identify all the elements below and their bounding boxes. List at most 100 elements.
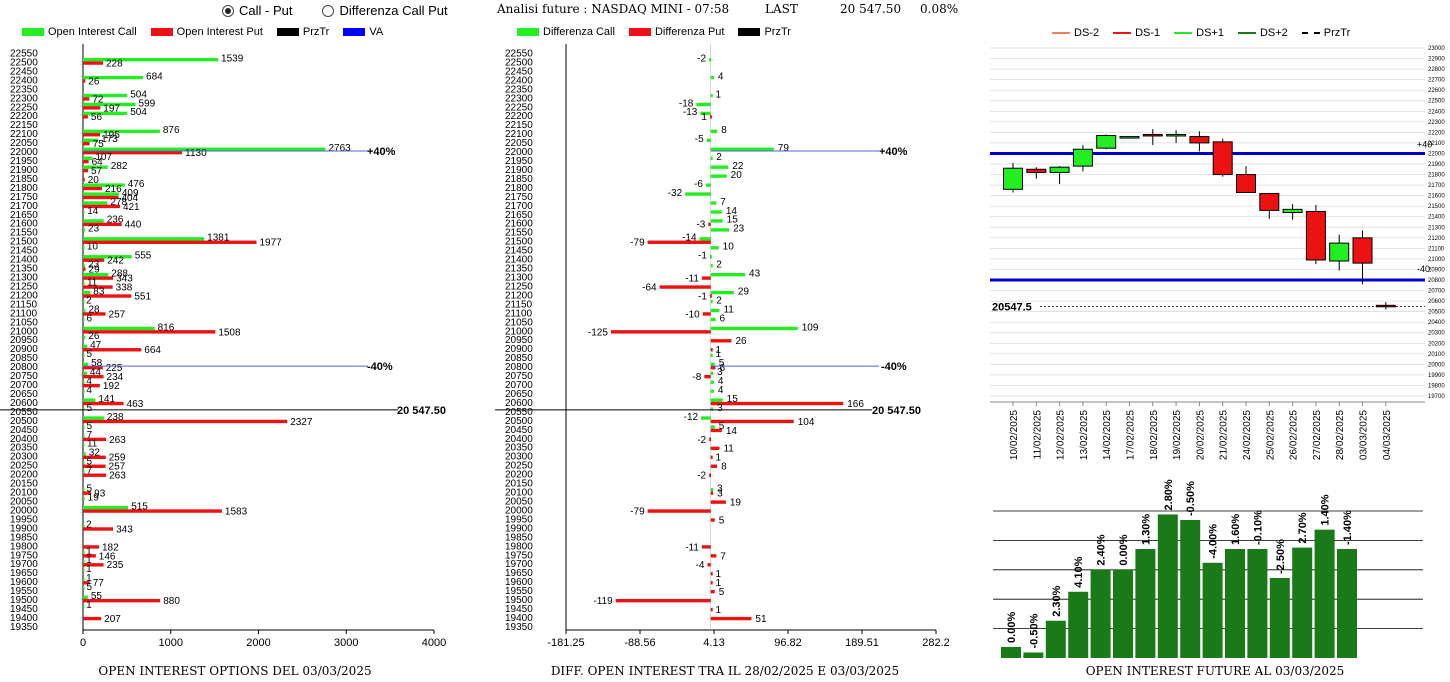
radio-differenza[interactable]: Differenza Call Put [322,3,448,18]
call-bar [83,147,326,151]
date-label: 03/03/2025 [1359,410,1370,460]
call-bar [83,586,85,590]
diff-put-bar [710,366,716,370]
radio-call-put-label[interactable]: Call - Put [239,3,293,18]
y-tick-label: 22200 [1428,130,1445,136]
radio-differenza-dot[interactable] [322,4,335,17]
last-label: LAST [765,2,798,16]
legend-label: DS-2 [1074,27,1100,39]
date-label: 14/02/2025 [1102,410,1113,460]
call-bar [83,407,85,411]
call-bar [83,353,85,358]
put-value-label: 343 [116,524,133,535]
strike-label: 20950 [505,335,533,346]
change-percent: 0.08% [920,2,959,16]
y-tick-label: 20400 [1428,320,1445,326]
diff-put-bar [710,616,752,621]
strike-label: 20600 [10,398,38,409]
diff-call-bar [705,183,711,187]
strike-label: 20300 [505,452,533,463]
put-value-label: 182 [102,542,119,553]
diff-put-value-label: -3 [696,220,705,231]
call-bar [83,577,85,582]
radio-call-put-dot[interactable] [222,4,234,17]
strike-label: 19900 [505,523,533,534]
strike-label: 20850 [10,353,38,364]
upper-level-label: +40 [1417,139,1432,149]
legend-ds-1: DS-1 [1113,27,1160,39]
put-bar [83,267,86,271]
put-bar [83,285,113,289]
diff-put-value-label: 104 [798,417,815,428]
call-bar [83,273,109,277]
put-value-label: 75 [93,139,105,150]
put-value-label: 197 [103,103,120,114]
strike-label: 21800 [10,183,38,194]
put-bar [83,240,257,244]
diff-call-bar [710,156,713,160]
call-value-label: 11 [87,277,98,288]
candle-body [1003,167,1023,190]
call-bar [83,219,104,223]
put-bar [83,186,102,191]
diff-call-bar [696,102,711,107]
strike-label: 21400 [505,255,533,266]
strike-label: 19600 [505,577,533,588]
put-bar [83,598,161,603]
call-bar [83,488,85,492]
call-bar [83,443,85,447]
put-value-label: 56 [91,112,103,123]
call-value-label: 23 [88,260,100,271]
strike-label: 21350 [505,264,533,275]
date-label: 10/02/2025 [1009,410,1020,460]
diff-put-value-label: 1 [716,453,722,464]
strike-label: 22200 [505,111,533,122]
call-bar [83,156,93,160]
call-value-label: 83 [93,286,105,297]
diff-call-bar [710,299,713,304]
diff-call-value-label: -5 [695,134,704,145]
diff-call-value-label: 2 [716,152,722,163]
diff-put-bar [702,312,711,316]
call-bar [83,299,85,304]
last-value: 20 547.50 [840,2,902,16]
strike-label: 20450 [505,425,533,436]
put-value-label: 257 [109,462,126,473]
candle-chart: 23000 22900 22800 22700 22600 22500 22400 22300… [990,46,1445,460]
oi-future-bar-label: 2.40% [1096,534,1108,565]
radio-differenza-label[interactable]: Differenza Call Put [339,3,448,18]
strike-label: 21900 [505,165,533,176]
call-value-label: 4 [86,376,92,387]
date-label: 27/02/2025 [1312,410,1323,460]
diff-put-value-label: -79 [630,238,645,249]
radio-call-put[interactable]: Call - Put [222,3,292,18]
diff-put-bar [708,222,711,227]
candle-body [1189,136,1210,144]
diff-call-value-label: 8 [721,125,727,136]
put-bar [83,97,90,101]
put-value-label: 463 [127,399,144,410]
strike-label: 20950 [10,335,38,346]
oi-future-bar [1090,569,1111,658]
strike-label: 19850 [10,532,38,543]
strike-label: 22250 [10,102,38,113]
date-label: 20/02/2025 [1195,410,1206,460]
y-tick-label: 22700 [1428,78,1445,84]
call-bar [83,371,87,375]
put-value-label: 216 [105,184,122,195]
diff-call-value-label: -13 [683,107,698,118]
prztr-label: 20 547.50 [872,405,921,417]
x-tick-label: 0 [80,637,86,649]
y-tick-label: 20500 [1428,310,1445,316]
call-value-label: 2 [86,519,92,530]
oi-future-bar-label: 1.30% [1140,514,1152,545]
call-bar [83,595,88,599]
legend-label: VA [369,26,384,38]
call-value-label: 1539 [221,53,244,64]
strike-label: 22050 [10,138,38,149]
call-value-label: 6 [87,313,93,324]
strike-label: 19450 [10,604,38,615]
diff-put-bar [710,464,718,468]
strike-label: 20100 [505,488,533,499]
legend-oi-call: Open Interest Call [22,26,137,38]
